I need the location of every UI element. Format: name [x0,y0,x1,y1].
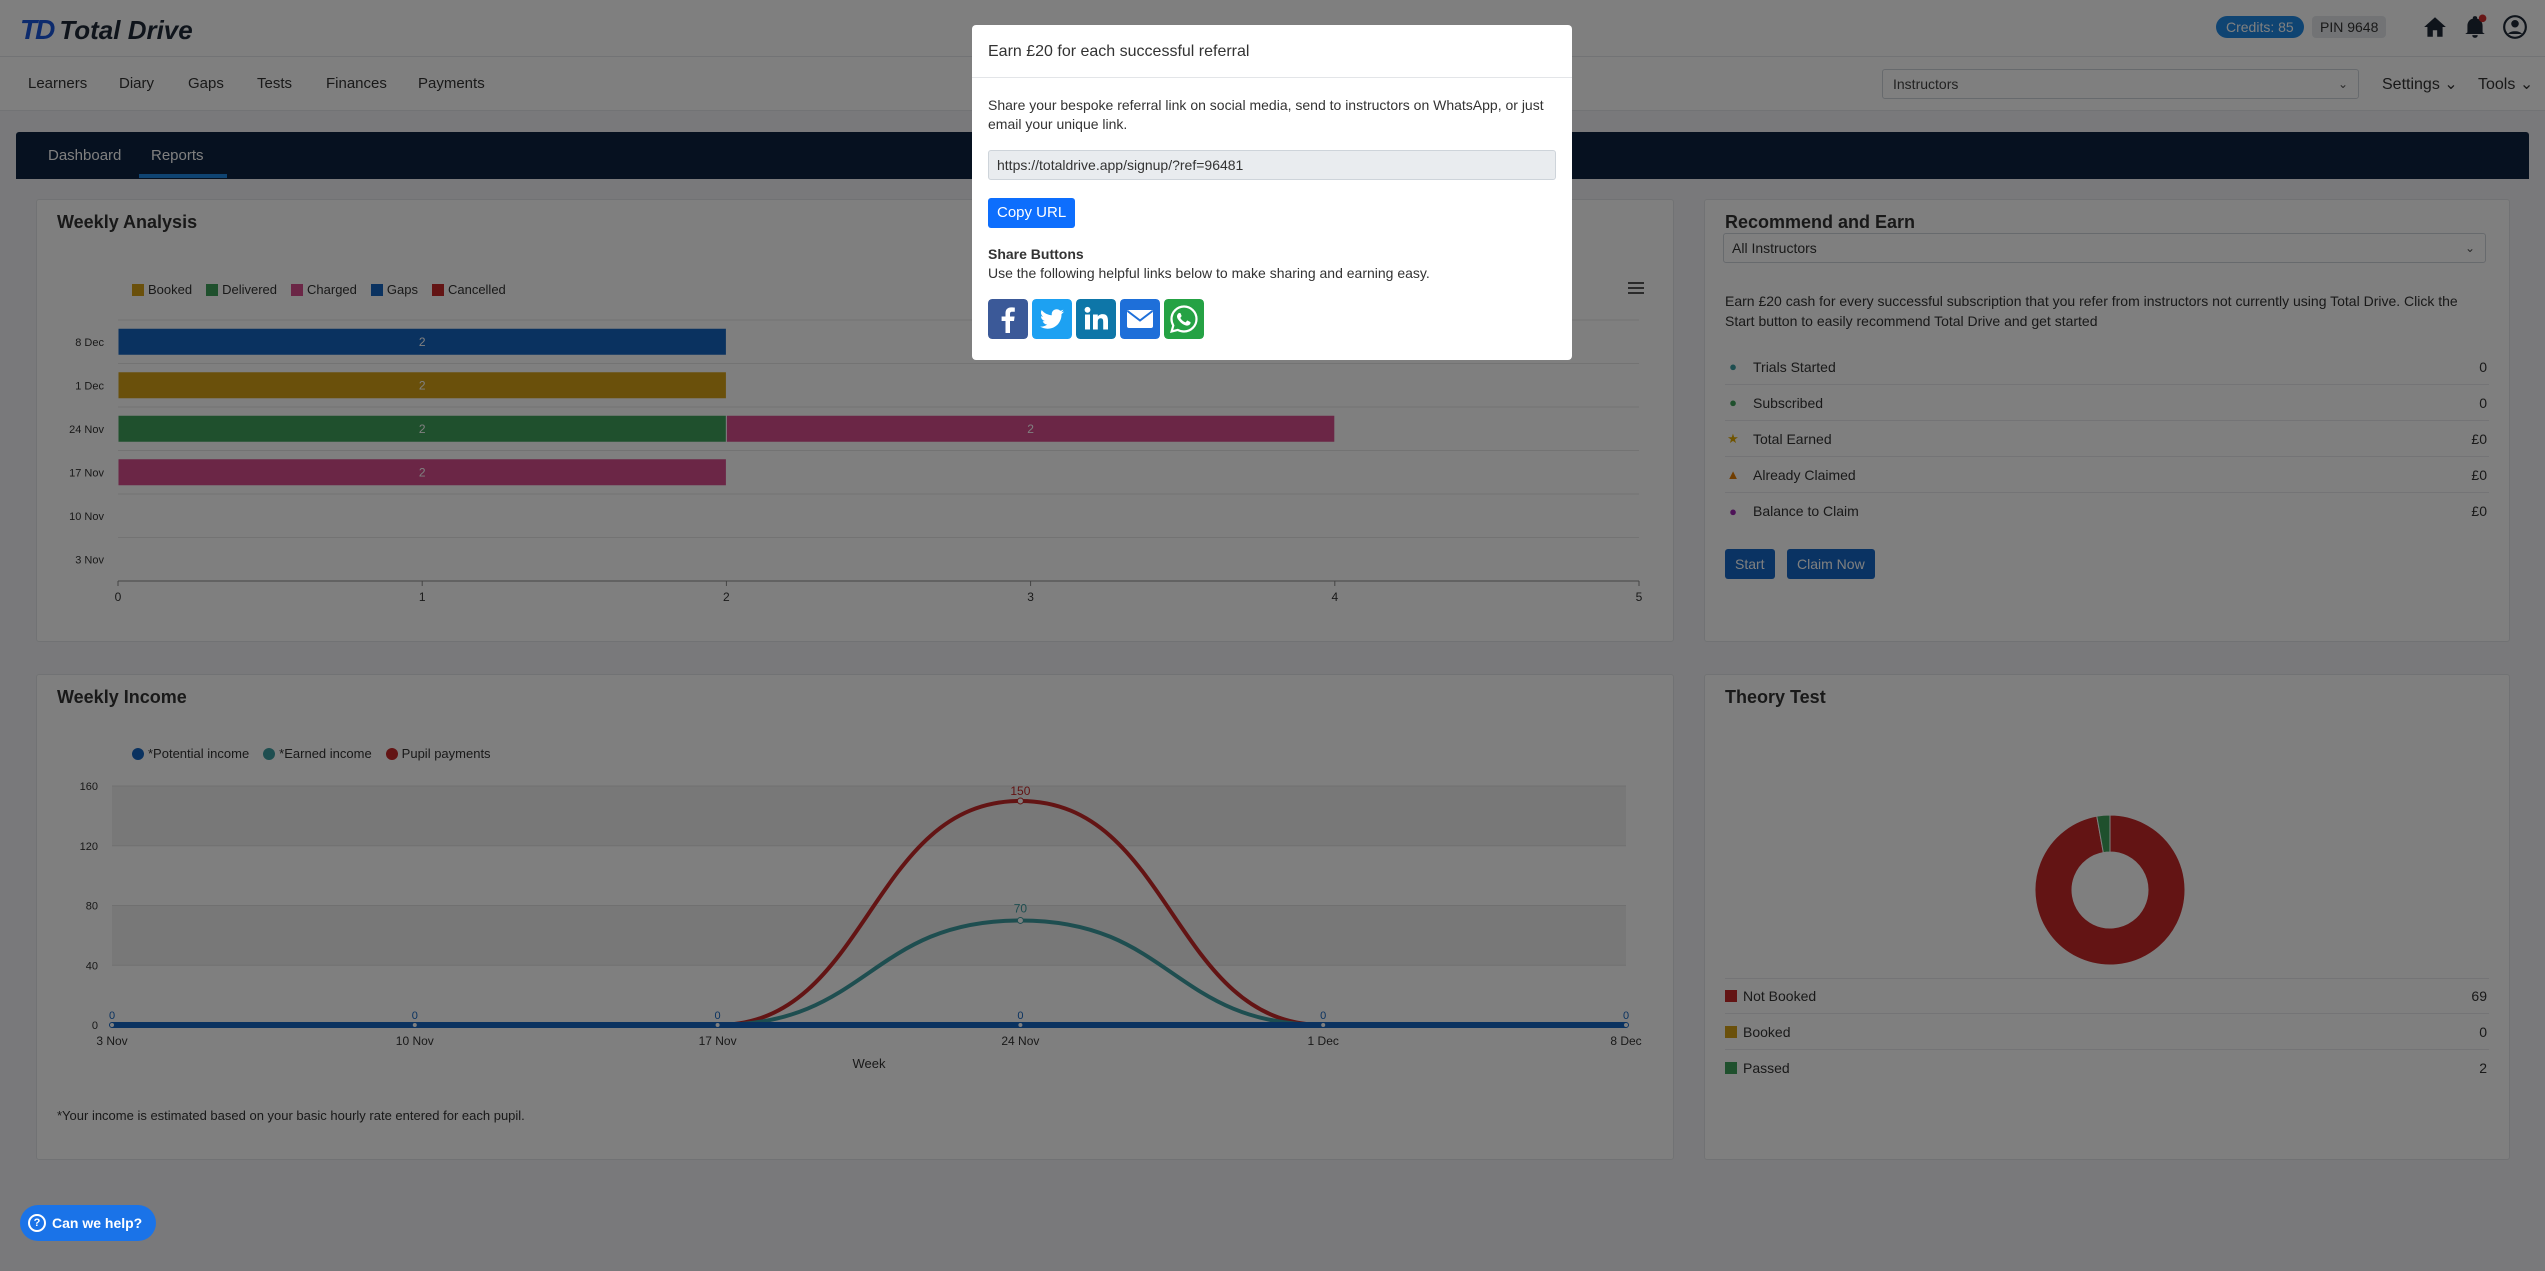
modal-description: Share your bespoke referral link on soci… [988,97,1544,132]
referral-url-field[interactable]: https://totaldrive.app/signup/?ref=96481 [988,150,1556,180]
twitter-icon[interactable] [1032,299,1072,339]
question-icon: ? [28,1214,46,1232]
referral-modal: Earn £20 for each successful referral Sh… [972,25,1572,360]
share-heading: Share Buttons [988,246,1084,262]
modal-divider [972,77,1572,78]
whatsapp-icon[interactable] [1164,299,1204,339]
facebook-icon[interactable] [988,299,1028,339]
help-label: Can we help? [52,1215,143,1231]
share-subtext: Use the following helpful links below to… [988,265,1430,281]
help-button[interactable]: ? Can we help? [20,1205,157,1241]
modal-title: Earn £20 for each successful referral [988,43,1250,60]
email-icon[interactable] [1120,299,1160,339]
linkedin-icon[interactable] [1076,299,1116,339]
copy-url-button[interactable]: Copy URL [988,198,1076,228]
